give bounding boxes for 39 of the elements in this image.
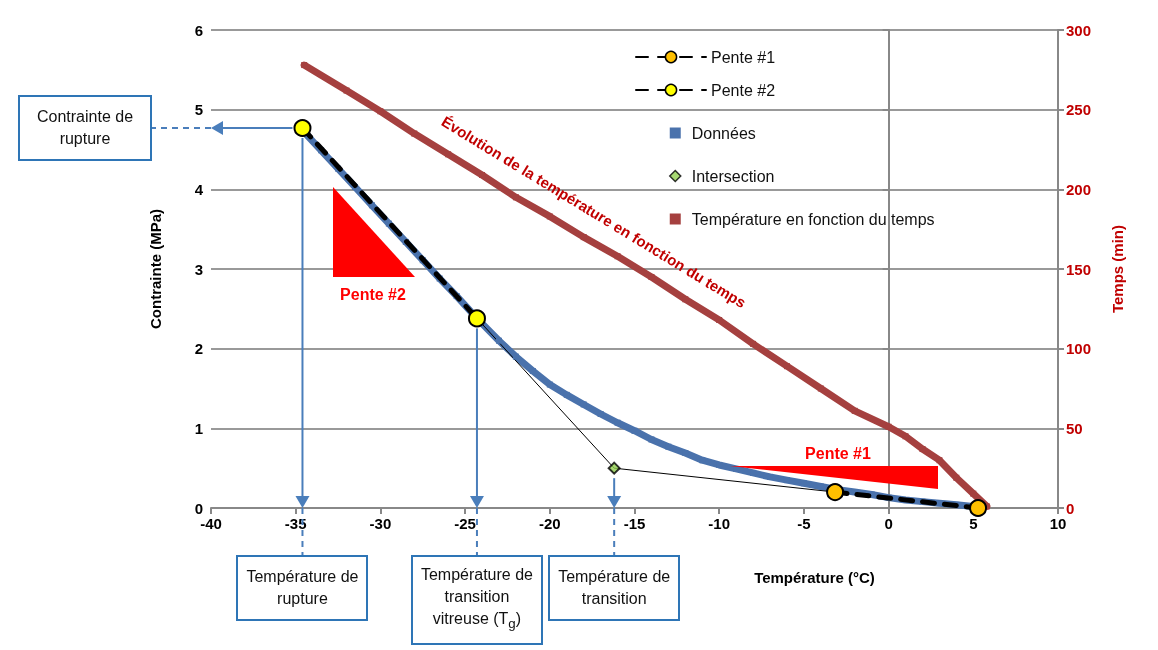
legend-label: Température en fonction du temps: [691, 210, 935, 228]
x-tick-label: -30: [369, 515, 392, 532]
y-tick-label: 0: [194, 499, 203, 517]
legend-label: Pente #2: [711, 81, 776, 99]
y2-tick-label: 100: [1066, 340, 1092, 358]
y2-axis-title: Temps (min): [1109, 224, 1126, 314]
text: Température de transition: [557, 567, 672, 609]
text: Contrainte de rupture: [35, 107, 135, 149]
legend-label: Intersection: [691, 167, 775, 185]
legend-label: Données: [691, 124, 756, 142]
y-tick-label: 6: [194, 21, 203, 39]
text: Température de rupture: [245, 567, 360, 609]
legend-label: Pente #1: [711, 48, 776, 66]
x-tick-label: -40: [200, 515, 222, 532]
x-axis-title: Température (°C): [754, 569, 875, 586]
y-axis-title: Contrainte (MPa): [147, 209, 164, 329]
y-tick-label: 1: [194, 419, 203, 437]
x-tick-label: -35: [284, 515, 307, 532]
y-tick-label: 4: [194, 180, 204, 198]
y2-tick-label: 0: [1066, 499, 1075, 517]
y2-tick-label: 300: [1066, 21, 1092, 39]
y-tick-label: 2: [194, 340, 203, 358]
annotation: Pente #1: [805, 445, 872, 462]
y2-tick-label: 250: [1066, 101, 1092, 119]
annotation: Pente #2: [340, 286, 407, 303]
x-tick-label: -10: [708, 515, 731, 532]
x-tick-label: -20: [538, 515, 561, 532]
y-tick-label: 5: [194, 101, 203, 119]
x-tick-label: 10: [1049, 515, 1067, 532]
x-tick-label: -25: [454, 515, 476, 532]
x-tick-label: -15: [623, 515, 646, 532]
y-tick-label: 3: [194, 260, 203, 278]
x-tick-label: 0: [884, 515, 893, 532]
text: Température de transition vitreuse (T$_{g}$): [419, 565, 534, 634]
x-tick-label: -5: [797, 515, 811, 532]
y2-tick-label: 150: [1066, 260, 1092, 278]
y2-tick-label: 50: [1066, 419, 1083, 437]
y2-tick-label: 200: [1066, 180, 1092, 198]
x-tick-label: 5: [969, 515, 978, 532]
